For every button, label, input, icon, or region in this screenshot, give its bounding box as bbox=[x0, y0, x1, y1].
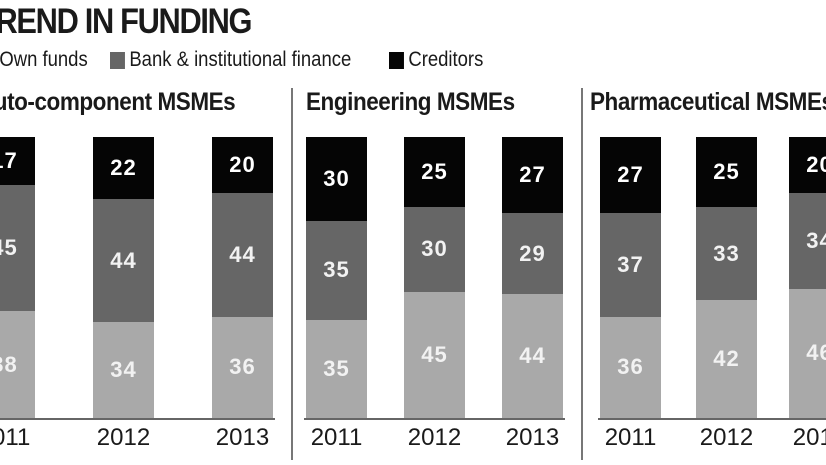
baseline bbox=[0, 418, 275, 420]
data-label: 44 bbox=[229, 242, 256, 267]
chart-title: TREND IN FUNDING bbox=[0, 2, 253, 41]
bar-segment-bank-institutional-finance: 34 bbox=[789, 193, 826, 289]
legend-item-bank: Bank & institutional finance bbox=[110, 48, 351, 72]
data-label: 35 bbox=[323, 257, 350, 283]
bar-segment-creditors: 20 bbox=[789, 137, 826, 194]
x-tick-label: 2011 bbox=[0, 424, 31, 451]
data-label: 44 bbox=[110, 247, 137, 273]
bar-segment-own-funds: 45 bbox=[404, 291, 465, 418]
baseline bbox=[598, 418, 826, 420]
bar-segment-bank-institutional-finance: 45 bbox=[0, 184, 35, 312]
legend-label: Creditors bbox=[408, 48, 484, 71]
data-label: 44 bbox=[519, 343, 546, 369]
legend-label: Bank & institutional finance bbox=[129, 48, 352, 71]
data-label: 34 bbox=[806, 227, 826, 253]
x-tick-label: 2013 bbox=[792, 424, 826, 451]
bar-segment-creditors: 22 bbox=[93, 137, 154, 199]
legend-label: Own funds bbox=[0, 48, 88, 71]
bar-segment-creditors: 30 bbox=[306, 137, 367, 222]
data-label: 37 bbox=[617, 251, 644, 277]
x-tick-label: 2013 bbox=[505, 424, 560, 451]
baseline bbox=[304, 418, 565, 420]
x-tick-label: 2012 bbox=[96, 424, 151, 451]
bar-segment-creditors: 27 bbox=[600, 137, 661, 213]
bar-segment-own-funds: 36 bbox=[600, 316, 661, 418]
data-label: 30 bbox=[421, 236, 448, 262]
data-label: 30 bbox=[323, 166, 350, 192]
panel-title-engineering: Engineering MSMEs bbox=[306, 88, 515, 116]
data-label: 38 bbox=[0, 351, 18, 377]
bar-segment-bank-institutional-finance: 29 bbox=[502, 212, 563, 295]
bar-segment-bank-institutional-finance: 44 bbox=[212, 193, 273, 317]
legend-item-own-funds: Own funds bbox=[0, 48, 88, 72]
data-label: 45 bbox=[421, 341, 448, 367]
bar-segment-bank-institutional-finance: 30 bbox=[404, 207, 465, 292]
data-label: 46 bbox=[806, 340, 826, 366]
data-label: 27 bbox=[617, 161, 644, 187]
data-label: 17 bbox=[0, 147, 18, 173]
data-label: 36 bbox=[617, 354, 644, 380]
data-label: 33 bbox=[713, 240, 740, 266]
data-label: 35 bbox=[323, 355, 350, 381]
panel-divider bbox=[581, 88, 583, 460]
legend-swatch-bank bbox=[110, 51, 125, 69]
data-label: 42 bbox=[713, 345, 740, 371]
legend-item-creditors: Creditors bbox=[389, 48, 483, 72]
data-label: 34 bbox=[110, 357, 137, 383]
x-tick-label: 2012 bbox=[407, 424, 462, 451]
bar-segment-creditors: 25 bbox=[404, 137, 465, 208]
bar-segment-own-funds: 35 bbox=[306, 319, 367, 418]
bar-segment-own-funds: 46 bbox=[789, 288, 826, 418]
bar-segment-own-funds: 42 bbox=[696, 299, 757, 418]
panel-title-pharma: Pharmaceutical MSMEs bbox=[590, 88, 826, 116]
data-label: 20 bbox=[806, 152, 826, 178]
data-label: 29 bbox=[519, 240, 546, 266]
bar-segment-bank-institutional-finance: 35 bbox=[306, 221, 367, 320]
bar-segment-own-funds: 44 bbox=[502, 294, 563, 418]
bar-segment-creditors: 27 bbox=[502, 137, 563, 213]
data-label: 25 bbox=[421, 159, 448, 185]
bar-segment-bank-institutional-finance: 33 bbox=[696, 207, 757, 300]
data-label: 25 bbox=[713, 159, 740, 185]
bar-segment-own-funds: 36 bbox=[212, 316, 273, 418]
x-tick-label: 2013 bbox=[215, 424, 270, 451]
bar-segment-creditors: 25 bbox=[696, 137, 757, 208]
legend-swatch-creditors bbox=[389, 51, 404, 69]
x-tick-label: 2011 bbox=[310, 424, 363, 451]
bar-segment-own-funds: 34 bbox=[93, 322, 154, 418]
data-label: 45 bbox=[0, 234, 18, 260]
bar-segment-creditors: 17 bbox=[0, 137, 35, 185]
bar-segment-creditors: 20 bbox=[212, 137, 273, 194]
bar-segment-own-funds: 38 bbox=[0, 311, 35, 418]
data-label: 36 bbox=[229, 354, 256, 380]
bar-segment-bank-institutional-finance: 37 bbox=[600, 212, 661, 317]
x-tick-label: 2012 bbox=[699, 424, 754, 451]
data-label: 22 bbox=[110, 154, 137, 180]
x-tick-label: 2011 bbox=[604, 424, 657, 451]
data-label: 27 bbox=[519, 161, 546, 187]
panel-title-auto: Auto-component MSMEs bbox=[0, 88, 236, 116]
data-label: 20 bbox=[229, 152, 256, 178]
bar-segment-bank-institutional-finance: 44 bbox=[93, 198, 154, 323]
panel-divider bbox=[291, 88, 293, 460]
